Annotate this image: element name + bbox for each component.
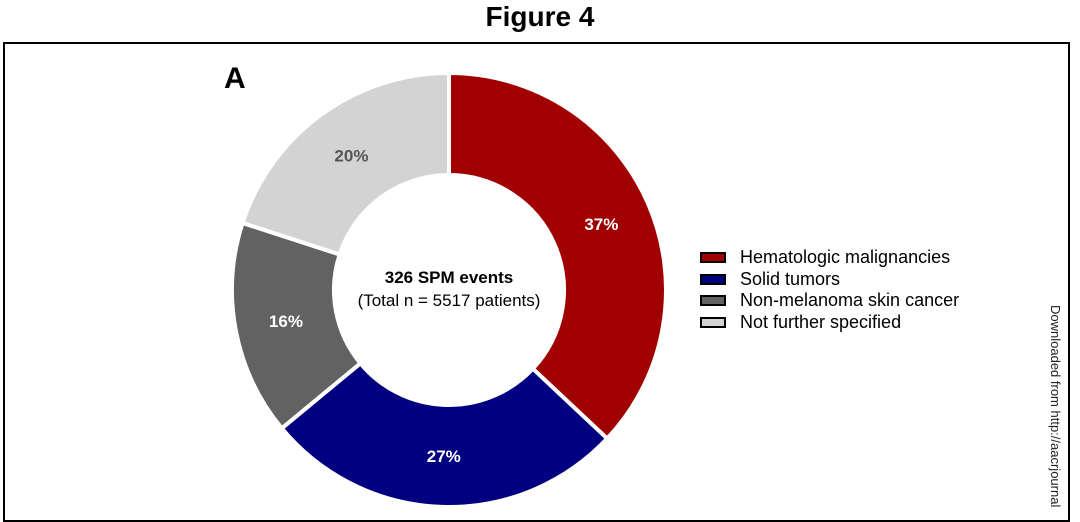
legend-swatch bbox=[700, 252, 726, 264]
donut-slice bbox=[278, 360, 611, 509]
legend-swatch bbox=[700, 273, 726, 285]
legend-label: Not further specified bbox=[740, 311, 902, 332]
legend-swatch bbox=[700, 295, 726, 307]
donut-slice bbox=[447, 70, 668, 442]
slice-label: 37% bbox=[584, 215, 618, 234]
slice-label: 20% bbox=[334, 147, 368, 166]
slice-label: 16% bbox=[269, 312, 303, 331]
legend-label: Non-melanoma skin cancer bbox=[740, 290, 960, 311]
slice-label: 27% bbox=[427, 447, 461, 466]
legend-label: Hematologic malignancies bbox=[740, 247, 951, 268]
center-text-events: 326 SPM events bbox=[385, 268, 514, 287]
legend-item: Non-melanoma skin cancer bbox=[700, 290, 959, 312]
legend-swatch bbox=[700, 316, 726, 328]
figure-title: Figure 4 bbox=[485, 1, 595, 32]
legend-item: Not further specified bbox=[700, 312, 959, 334]
legend-item: Hematologic malignancies bbox=[700, 247, 959, 269]
panel-label: A bbox=[224, 62, 246, 95]
download-watermark: Downloaded from http://aacrjournal bbox=[1048, 305, 1063, 508]
donut-slice bbox=[240, 70, 451, 257]
legend-item: Solid tumors bbox=[700, 269, 959, 291]
legend-label: Solid tumors bbox=[740, 268, 841, 289]
center-text-total: (Total n = 5517 patients) bbox=[358, 291, 541, 310]
legend: Hematologic malignancies Solid tumors No… bbox=[700, 247, 959, 333]
donut-slice bbox=[230, 220, 364, 432]
